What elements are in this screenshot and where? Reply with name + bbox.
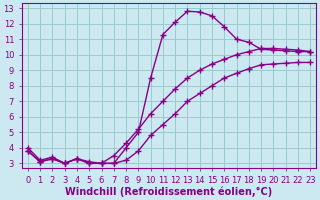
- X-axis label: Windchill (Refroidissement éolien,°C): Windchill (Refroidissement éolien,°C): [65, 186, 273, 197]
